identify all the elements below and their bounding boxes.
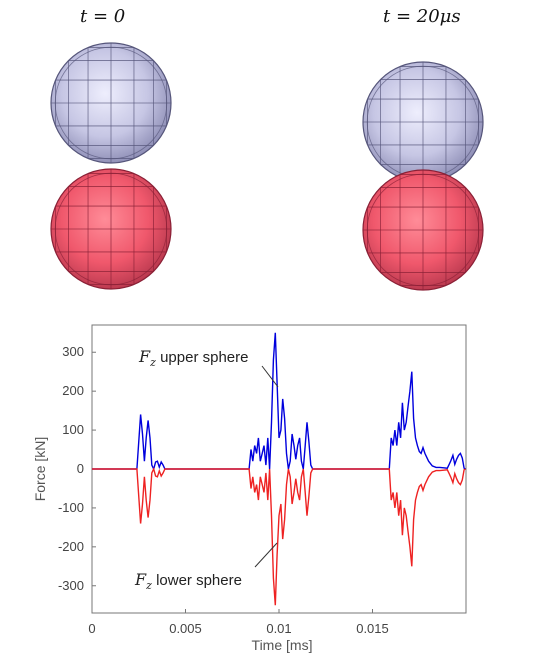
y-tick-label: 0 (77, 461, 84, 476)
annotation-lower-sphere: Fz lower sphere (134, 570, 242, 592)
x-axis-title: Time [ms] (252, 637, 313, 653)
y-tick-label: 100 (62, 422, 84, 437)
x-tick-label: 0.01 (266, 621, 291, 636)
annotation-lower-leader (254, 542, 278, 568)
panel-label-left: t = 0 (80, 6, 126, 27)
y-axis-title: Force [kN] (32, 437, 48, 502)
lower-sphere-left (50, 168, 172, 290)
plot-frame (91, 324, 467, 614)
y-tick-label: -100 (58, 500, 84, 515)
x-tick-label: 0 (88, 621, 95, 636)
upper-sphere-right (362, 61, 484, 183)
x-tick-label: 0.015 (356, 621, 389, 636)
y-tick-label: -300 (58, 578, 84, 593)
series-line-lower-sphere (92, 467, 466, 606)
x-tick-label: 0.005 (169, 621, 202, 636)
upper-sphere-left (50, 42, 172, 164)
annotation-upper-sphere: Fz upper sphere (138, 347, 248, 369)
force-chart: 300 200 100 0 -100 -200 -300 0 0.005 0.01 0.015 F… (32, 324, 467, 653)
y-tick-label: 200 (62, 383, 84, 398)
y-tick-label: -200 (58, 539, 84, 554)
lower-sphere-right (362, 169, 484, 291)
panel-label-right: t = 20μs (383, 6, 461, 27)
x-axis-ticks: 0 0.005 0.01 0.015 (88, 609, 389, 636)
y-tick-label: 300 (62, 344, 84, 359)
annotation-upper-leader (261, 365, 279, 388)
y-axis-ticks: 300 200 100 0 -100 -200 -300 (58, 344, 96, 593)
